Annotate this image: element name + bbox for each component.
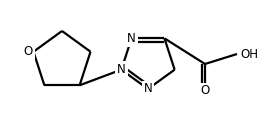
Text: N: N — [127, 32, 136, 45]
Text: N: N — [117, 63, 126, 76]
Text: N: N — [144, 83, 152, 96]
Text: O: O — [24, 45, 33, 58]
Text: OH: OH — [240, 48, 258, 60]
Text: O: O — [200, 85, 210, 98]
